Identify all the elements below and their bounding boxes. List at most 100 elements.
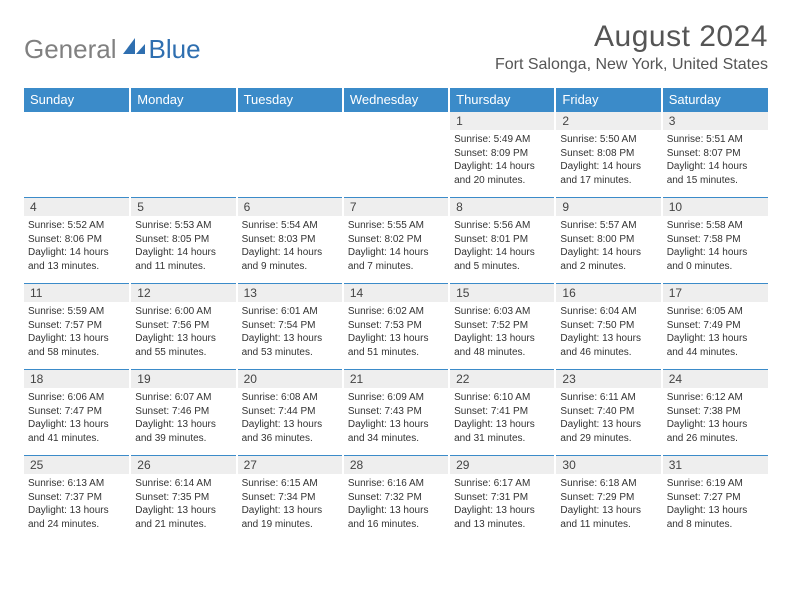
day-details: Sunrise: 6:14 AMSunset: 7:35 PMDaylight:… [131,474,235,534]
day-detail-line: Sunset: 7:29 PM [560,491,656,505]
calendar-day-cell: 3Sunrise: 5:51 AMSunset: 8:07 PMDaylight… [662,112,768,198]
day-detail-line: and 29 minutes. [560,432,656,446]
day-number: 3 [663,112,768,130]
day-detail-line: Sunset: 7:27 PM [667,491,764,505]
day-detail-line: Daylight: 14 hours [667,246,764,260]
day-number: 30 [556,456,660,474]
day-detail-line: Sunrise: 5:49 AM [454,133,550,147]
day-detail-line: Sunset: 8:00 PM [560,233,656,247]
header: General Blue August 2024 Fort Salonga, N… [24,20,768,74]
day-details: Sunrise: 6:09 AMSunset: 7:43 PMDaylight:… [344,388,448,448]
calendar-day-cell: 18Sunrise: 6:06 AMSunset: 7:47 PMDayligh… [24,370,130,456]
day-number: 23 [556,370,660,388]
day-detail-line: Sunrise: 6:16 AM [348,477,444,491]
day-detail-line: Daylight: 14 hours [454,160,550,174]
calendar-day-cell [237,112,343,198]
calendar-day-cell: 23Sunrise: 6:11 AMSunset: 7:40 PMDayligh… [555,370,661,456]
logo-text-blue: Blue [149,34,201,65]
day-detail-line: Sunset: 7:35 PM [135,491,231,505]
day-detail-line: and 39 minutes. [135,432,231,446]
day-detail-line: Sunrise: 6:01 AM [242,305,338,319]
day-number: 25 [24,456,129,474]
day-detail-line: Daylight: 13 hours [667,332,764,346]
day-details: Sunrise: 6:18 AMSunset: 7:29 PMDaylight:… [556,474,660,534]
day-detail-line: Sunset: 8:03 PM [242,233,338,247]
day-detail-line: Sunset: 7:43 PM [348,405,444,419]
day-detail-line: Daylight: 13 hours [667,418,764,432]
day-detail-line: Daylight: 13 hours [135,418,231,432]
day-detail-line: and 5 minutes. [454,260,550,274]
day-detail-line: and 20 minutes. [454,174,550,188]
day-detail-line: and 9 minutes. [242,260,338,274]
day-detail-line: Sunset: 7:58 PM [667,233,764,247]
day-detail-line: and 13 minutes. [28,260,125,274]
day-details: Sunrise: 5:49 AMSunset: 8:09 PMDaylight:… [450,130,554,190]
day-details: Sunrise: 5:50 AMSunset: 8:08 PMDaylight:… [556,130,660,190]
day-detail-line: and 48 minutes. [454,346,550,360]
day-detail-line: and 51 minutes. [348,346,444,360]
day-detail-line: Daylight: 13 hours [454,418,550,432]
day-detail-line: and 26 minutes. [667,432,764,446]
day-detail-line: Sunset: 7:53 PM [348,319,444,333]
day-detail-line: and 17 minutes. [560,174,656,188]
calendar-day-cell [130,112,236,198]
calendar-day-cell: 1Sunrise: 5:49 AMSunset: 8:09 PMDaylight… [449,112,555,198]
day-details: Sunrise: 6:05 AMSunset: 7:49 PMDaylight:… [663,302,768,362]
day-number: 27 [238,456,342,474]
day-detail-line: Sunrise: 6:06 AM [28,391,125,405]
day-number: 29 [450,456,554,474]
weekday-header: Friday [555,88,661,112]
day-detail-line: Daylight: 14 hours [454,246,550,260]
day-number: 1 [450,112,554,130]
day-detail-line: and 11 minutes. [560,518,656,532]
day-details: Sunrise: 6:02 AMSunset: 7:53 PMDaylight:… [344,302,448,362]
day-detail-line: Daylight: 14 hours [28,246,125,260]
day-detail-line: and 11 minutes. [135,260,231,274]
day-detail-line: Sunset: 7:49 PM [667,319,764,333]
day-number: 12 [131,284,235,302]
day-detail-line: Sunset: 7:52 PM [454,319,550,333]
day-details: Sunrise: 6:19 AMSunset: 7:27 PMDaylight:… [663,474,768,534]
day-detail-line: and 46 minutes. [560,346,656,360]
calendar-day-cell: 4Sunrise: 5:52 AMSunset: 8:06 PMDaylight… [24,198,130,284]
calendar-day-cell: 28Sunrise: 6:16 AMSunset: 7:32 PMDayligh… [343,456,449,542]
day-detail-line: and 8 minutes. [667,518,764,532]
calendar-header: SundayMondayTuesdayWednesdayThursdayFrid… [24,88,768,112]
day-number: 18 [24,370,129,388]
day-number: 24 [663,370,768,388]
day-detail-line: Daylight: 13 hours [454,504,550,518]
day-detail-line: Daylight: 13 hours [454,332,550,346]
day-number: 14 [344,284,448,302]
day-number: 5 [131,198,235,216]
day-detail-line: Daylight: 13 hours [667,504,764,518]
day-detail-line: Sunrise: 6:05 AM [667,305,764,319]
day-detail-line: Sunrise: 6:14 AM [135,477,231,491]
day-detail-line: Sunset: 7:50 PM [560,319,656,333]
day-details: Sunrise: 6:12 AMSunset: 7:38 PMDaylight:… [663,388,768,448]
day-number: 16 [556,284,660,302]
day-detail-line: Sunrise: 6:17 AM [454,477,550,491]
day-detail-line: Daylight: 13 hours [135,504,231,518]
day-detail-line: Sunrise: 6:00 AM [135,305,231,319]
day-detail-line: Sunrise: 6:19 AM [667,477,764,491]
day-detail-line: and 15 minutes. [667,174,764,188]
calendar-day-cell: 24Sunrise: 6:12 AMSunset: 7:38 PMDayligh… [662,370,768,456]
calendar-day-cell: 10Sunrise: 5:58 AMSunset: 7:58 PMDayligh… [662,198,768,284]
weekday-header: Sunday [24,88,130,112]
day-detail-line: Sunset: 7:40 PM [560,405,656,419]
day-detail-line: Daylight: 14 hours [560,246,656,260]
day-detail-line: Sunset: 8:05 PM [135,233,231,247]
day-details: Sunrise: 6:15 AMSunset: 7:34 PMDaylight:… [238,474,342,534]
day-detail-line: Sunset: 7:34 PM [242,491,338,505]
day-details: Sunrise: 5:51 AMSunset: 8:07 PMDaylight:… [663,130,768,190]
calendar-day-cell: 17Sunrise: 6:05 AMSunset: 7:49 PMDayligh… [662,284,768,370]
calendar-day-cell: 12Sunrise: 6:00 AMSunset: 7:56 PMDayligh… [130,284,236,370]
day-detail-line: and 41 minutes. [28,432,125,446]
day-number: 17 [663,284,768,302]
day-detail-line: Sunrise: 5:57 AM [560,219,656,233]
day-detail-line: Sunrise: 6:04 AM [560,305,656,319]
calendar-day-cell: 11Sunrise: 5:59 AMSunset: 7:57 PMDayligh… [24,284,130,370]
calendar-day-cell: 9Sunrise: 5:57 AMSunset: 8:00 PMDaylight… [555,198,661,284]
calendar-week-row: 4Sunrise: 5:52 AMSunset: 8:06 PMDaylight… [24,198,768,284]
calendar-day-cell: 19Sunrise: 6:07 AMSunset: 7:46 PMDayligh… [130,370,236,456]
